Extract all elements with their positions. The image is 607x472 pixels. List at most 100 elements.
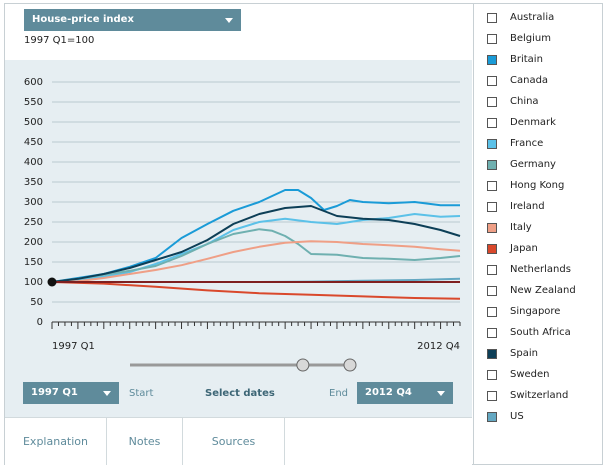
checkbox[interactable] bbox=[487, 349, 497, 359]
legend-label: Germany bbox=[510, 159, 556, 170]
y-tick-label: 550 bbox=[24, 97, 43, 108]
start-date-value: 1997 Q1 bbox=[31, 387, 78, 398]
metric-dropdown-label: House-price index bbox=[32, 14, 134, 25]
legend-label: South Africa bbox=[510, 327, 571, 338]
series-line bbox=[51, 281, 461, 300]
end-date-dropdown[interactable]: 2012 Q4 bbox=[357, 382, 453, 404]
checkbox[interactable] bbox=[487, 118, 497, 128]
series-line bbox=[51, 240, 461, 283]
checkbox[interactable] bbox=[487, 370, 497, 380]
chart-panel: House-price index 1997 Q1=100 0 50 100 150 2… bbox=[5, 4, 474, 465]
legend-label: Spain bbox=[510, 348, 538, 359]
slider-start-handle[interactable] bbox=[296, 358, 310, 372]
y-tick-label: 0 bbox=[37, 317, 43, 328]
legend-label: Switzerland bbox=[510, 390, 569, 401]
start-label: Start bbox=[129, 388, 154, 399]
legend-item[interactable]: Belgium bbox=[484, 33, 602, 47]
legend-item[interactable]: Britain bbox=[484, 54, 602, 68]
legend-label: Singapore bbox=[510, 306, 561, 317]
legend-label: Japan bbox=[510, 243, 538, 254]
legend-label: Canada bbox=[510, 75, 549, 86]
legend-label: China bbox=[510, 96, 539, 107]
checkbox[interactable] bbox=[487, 160, 497, 170]
checkbox[interactable] bbox=[487, 391, 497, 401]
y-tick-label: 150 bbox=[24, 257, 43, 268]
legend-label: Australia bbox=[510, 12, 555, 23]
legend-label: Ireland bbox=[510, 201, 545, 212]
series-line bbox=[51, 228, 461, 283]
legend-label: Netherlands bbox=[510, 264, 571, 275]
legend-item[interactable]: France bbox=[484, 138, 602, 152]
legend-item[interactable]: South Africa bbox=[484, 327, 602, 341]
legend-item[interactable]: Spain bbox=[484, 348, 602, 362]
y-tick-label: 600 bbox=[24, 77, 43, 88]
checkbox[interactable] bbox=[487, 244, 497, 254]
tab-notes[interactable]: Notes bbox=[107, 418, 183, 465]
legend-item[interactable]: Sweden bbox=[484, 369, 602, 383]
legend-item[interactable]: New Zealand bbox=[484, 285, 602, 299]
legend-item[interactable]: Denmark bbox=[484, 117, 602, 131]
tab-sources[interactable]: Sources bbox=[183, 418, 285, 465]
y-tick-label: 200 bbox=[24, 237, 43, 248]
checkbox[interactable] bbox=[487, 34, 497, 44]
checkbox[interactable] bbox=[487, 202, 497, 212]
legend-label: Belgium bbox=[510, 33, 551, 44]
legend-item[interactable]: Hong Kong bbox=[484, 180, 602, 194]
tab-explanation[interactable]: Explanation bbox=[5, 418, 107, 465]
series-line bbox=[51, 205, 461, 283]
legend-item[interactable]: Japan bbox=[484, 243, 602, 257]
select-dates-label: Select dates bbox=[205, 388, 275, 399]
x-tick-label: 1997 Q1 bbox=[52, 341, 95, 352]
checkbox[interactable] bbox=[487, 286, 497, 296]
legend-label: Britain bbox=[510, 54, 543, 65]
legend-label: Denmark bbox=[510, 117, 556, 128]
y-tick-label: 400 bbox=[24, 157, 43, 168]
legend-label: New Zealand bbox=[510, 285, 576, 296]
legend-item[interactable]: Italy bbox=[484, 222, 602, 236]
legend-label: Hong Kong bbox=[510, 180, 565, 191]
legend-item[interactable]: China bbox=[484, 96, 602, 110]
legend-item[interactable]: Germany bbox=[484, 159, 602, 173]
end-date-value: 2012 Q4 bbox=[365, 387, 412, 398]
legend-item[interactable]: Singapore bbox=[484, 306, 602, 320]
checkbox[interactable] bbox=[487, 76, 497, 86]
legend-item[interactable]: Switzerland bbox=[484, 390, 602, 404]
checkbox[interactable] bbox=[487, 97, 497, 107]
checkbox[interactable] bbox=[487, 265, 497, 275]
checkbox[interactable] bbox=[487, 223, 497, 233]
end-label: End bbox=[329, 388, 349, 399]
legend-item[interactable]: Netherlands bbox=[484, 264, 602, 278]
legend-item[interactable]: Canada bbox=[484, 75, 602, 89]
chart-area: 0 50 100 150 200 250 300 350 400 450 500 550 600 1997… bbox=[5, 60, 472, 377]
tab-bar: Explanation Notes Sources bbox=[5, 417, 472, 465]
start-point-marker bbox=[47, 277, 57, 287]
metric-dropdown[interactable]: House-price index bbox=[24, 9, 241, 31]
checkbox[interactable] bbox=[487, 181, 497, 191]
checkbox[interactable] bbox=[487, 139, 497, 149]
chevron-down-icon bbox=[225, 18, 233, 23]
series-line bbox=[51, 213, 461, 283]
legend-item[interactable]: US bbox=[484, 411, 602, 425]
y-tick-label: 350 bbox=[24, 177, 43, 188]
legend-item[interactable]: Ireland bbox=[484, 201, 602, 215]
y-tick-label: 500 bbox=[24, 117, 43, 128]
checkbox[interactable] bbox=[487, 307, 497, 317]
date-controls: 1997 Q1 Start Select dates End 2012 Q4 bbox=[5, 377, 472, 417]
y-tick-label: 300 bbox=[24, 197, 43, 208]
start-date-dropdown[interactable]: 1997 Q1 bbox=[23, 382, 119, 404]
checkbox[interactable] bbox=[487, 328, 497, 338]
chevron-down-icon bbox=[437, 391, 445, 396]
checkbox[interactable] bbox=[487, 55, 497, 65]
checkbox[interactable] bbox=[487, 13, 497, 23]
line-chart: 0 50 100 150 200 250 300 350 400 450 500 550 600 1997… bbox=[24, 77, 461, 372]
checkbox[interactable] bbox=[487, 412, 497, 422]
series-line bbox=[51, 189, 460, 283]
legend-label: Sweden bbox=[510, 369, 550, 380]
y-tick-label: 50 bbox=[30, 297, 43, 308]
y-tick-label: 450 bbox=[24, 137, 43, 148]
y-tick-label: 100 bbox=[24, 277, 43, 288]
legend-item[interactable]: Australia bbox=[484, 12, 602, 26]
legend-label: US bbox=[510, 411, 524, 422]
baseline-label: 1997 Q1=100 bbox=[24, 35, 95, 46]
slider-end-handle[interactable] bbox=[343, 358, 357, 372]
